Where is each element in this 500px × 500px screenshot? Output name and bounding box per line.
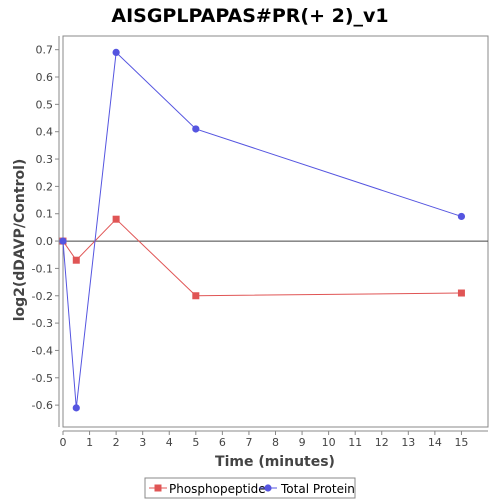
data-point-phosphopeptide <box>457 289 465 297</box>
legend-item-total-protein: Total Protein <box>259 482 355 496</box>
x-axis: 0 1 2 3 4 5 6 7 8 9 10 11 12 13 14 15 <box>60 430 488 449</box>
x-tick-label: 4 <box>166 436 173 449</box>
legend-square-marker <box>154 484 162 492</box>
x-tick-label: 7 <box>245 436 252 449</box>
chart-title: AISGPLPAPAS#PR(+ 2)_v1 <box>111 5 388 27</box>
x-tick-label: 9 <box>299 436 306 449</box>
x-tick-label: 3 <box>139 436 146 449</box>
x-tick-label: 8 <box>272 436 279 449</box>
y-tick-label: 0.4 <box>36 126 54 139</box>
x-tick-label: 14 <box>428 436 442 449</box>
y-tick-label: 0.2 <box>36 180 54 193</box>
legend-item-phosphopeptide: Phosphopeptide <box>149 482 266 496</box>
data-point-total-protein <box>59 237 67 245</box>
x-tick-label: 10 <box>322 436 336 449</box>
y-tick-label: -0.3 <box>32 317 53 330</box>
y-tick-label: -0.6 <box>32 399 53 412</box>
y-tick-label: 0.6 <box>36 71 54 84</box>
x-tick-label: 13 <box>401 436 415 449</box>
x-tick-label: 11 <box>348 436 362 449</box>
data-point-total-protein <box>72 404 80 412</box>
data-point-phosphopeptide <box>192 292 200 300</box>
x-tick-label: 1 <box>86 436 93 449</box>
y-axis: -0.6 -0.5 -0.4 -0.3 -0.2 -0.1 0.0 0.1 0.2 0.3 0.4 0… <box>32 36 60 427</box>
y-tick-label: 0.1 <box>36 208 54 221</box>
data-point-total-protein <box>112 48 120 57</box>
legend-label-phosphopeptide: Phosphopeptide <box>169 482 266 496</box>
plot-area <box>62 35 489 428</box>
x-tick-label: 12 <box>375 436 389 449</box>
data-point-total-protein <box>192 125 200 133</box>
legend-box <box>144 477 356 499</box>
y-tick-label: -0.1 <box>32 262 53 275</box>
x-tick-label: 0 <box>60 436 67 449</box>
x-tick-label: 5 <box>192 436 199 449</box>
y-tick-label: -0.5 <box>32 372 53 385</box>
series-layer <box>59 48 466 412</box>
y-tick-label: 0.0 <box>36 235 54 248</box>
y-tick-label: -0.4 <box>32 344 53 357</box>
y-axis-label: log2(dDAVP/Control) <box>12 159 28 322</box>
legend-circle-marker <box>264 484 272 492</box>
y-tick-label: 0.5 <box>36 98 54 111</box>
legend: Phosphopeptide Total Protein <box>144 477 356 499</box>
legend-label-total-protein: Total Protein <box>280 482 355 496</box>
x-axis-label: Time (minutes) <box>215 454 335 470</box>
data-point-phosphopeptide <box>112 215 120 223</box>
x-tick-label: 15 <box>454 436 468 449</box>
data-point-phosphopeptide <box>72 256 80 264</box>
y-tick-label: -0.2 <box>32 290 53 303</box>
y-tick-label: 0.3 <box>36 153 54 166</box>
data-point-total-protein <box>457 212 466 221</box>
y-tick-label: 0.7 <box>36 44 54 57</box>
x-tick-label: 2 <box>113 436 120 449</box>
x-tick-label: 6 <box>219 436 226 449</box>
